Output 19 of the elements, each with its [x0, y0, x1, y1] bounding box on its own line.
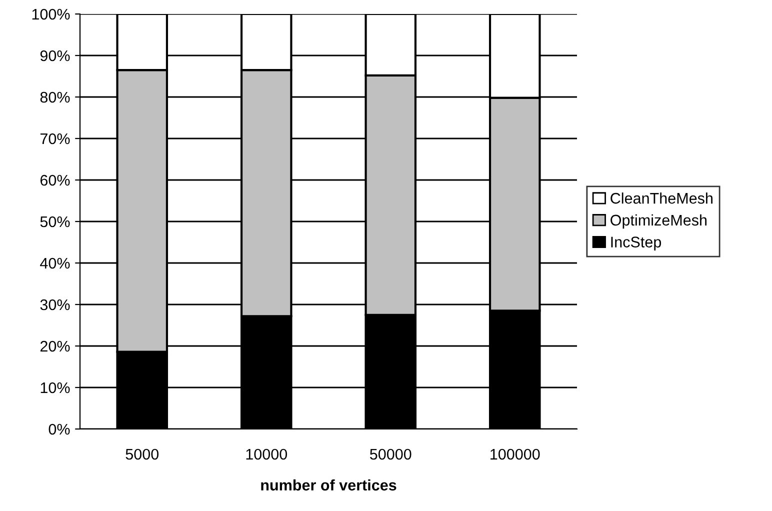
x-tick-label: 50000	[370, 448, 412, 460]
y-tick-label: 50%	[40, 216, 70, 228]
x-axis-title: number of vertices	[261, 479, 396, 491]
y-tick-label: 90%	[40, 50, 70, 62]
y-tick-label: 0%	[48, 424, 70, 435]
x-tick-label: 5000	[126, 448, 159, 460]
y-tick-label: 20%	[40, 340, 70, 352]
x-tick-label: 10000	[246, 448, 288, 460]
legend-label: CleanTheMesh	[610, 192, 712, 204]
y-tick-label: 60%	[40, 174, 70, 186]
x-tick-label: 100000	[490, 448, 540, 460]
y-tick-label: 30%	[40, 299, 70, 310]
y-tick-label: 70%	[40, 133, 70, 144]
y-tick-label: 100%	[32, 8, 70, 20]
y-tick-label: 40%	[40, 258, 70, 269]
legend-label: OptimizeMesh	[610, 214, 706, 229]
y-tick-label: 10%	[40, 382, 70, 394]
legend-label: IncStep	[611, 236, 662, 250]
y-tick-label: 80%	[40, 92, 70, 103]
